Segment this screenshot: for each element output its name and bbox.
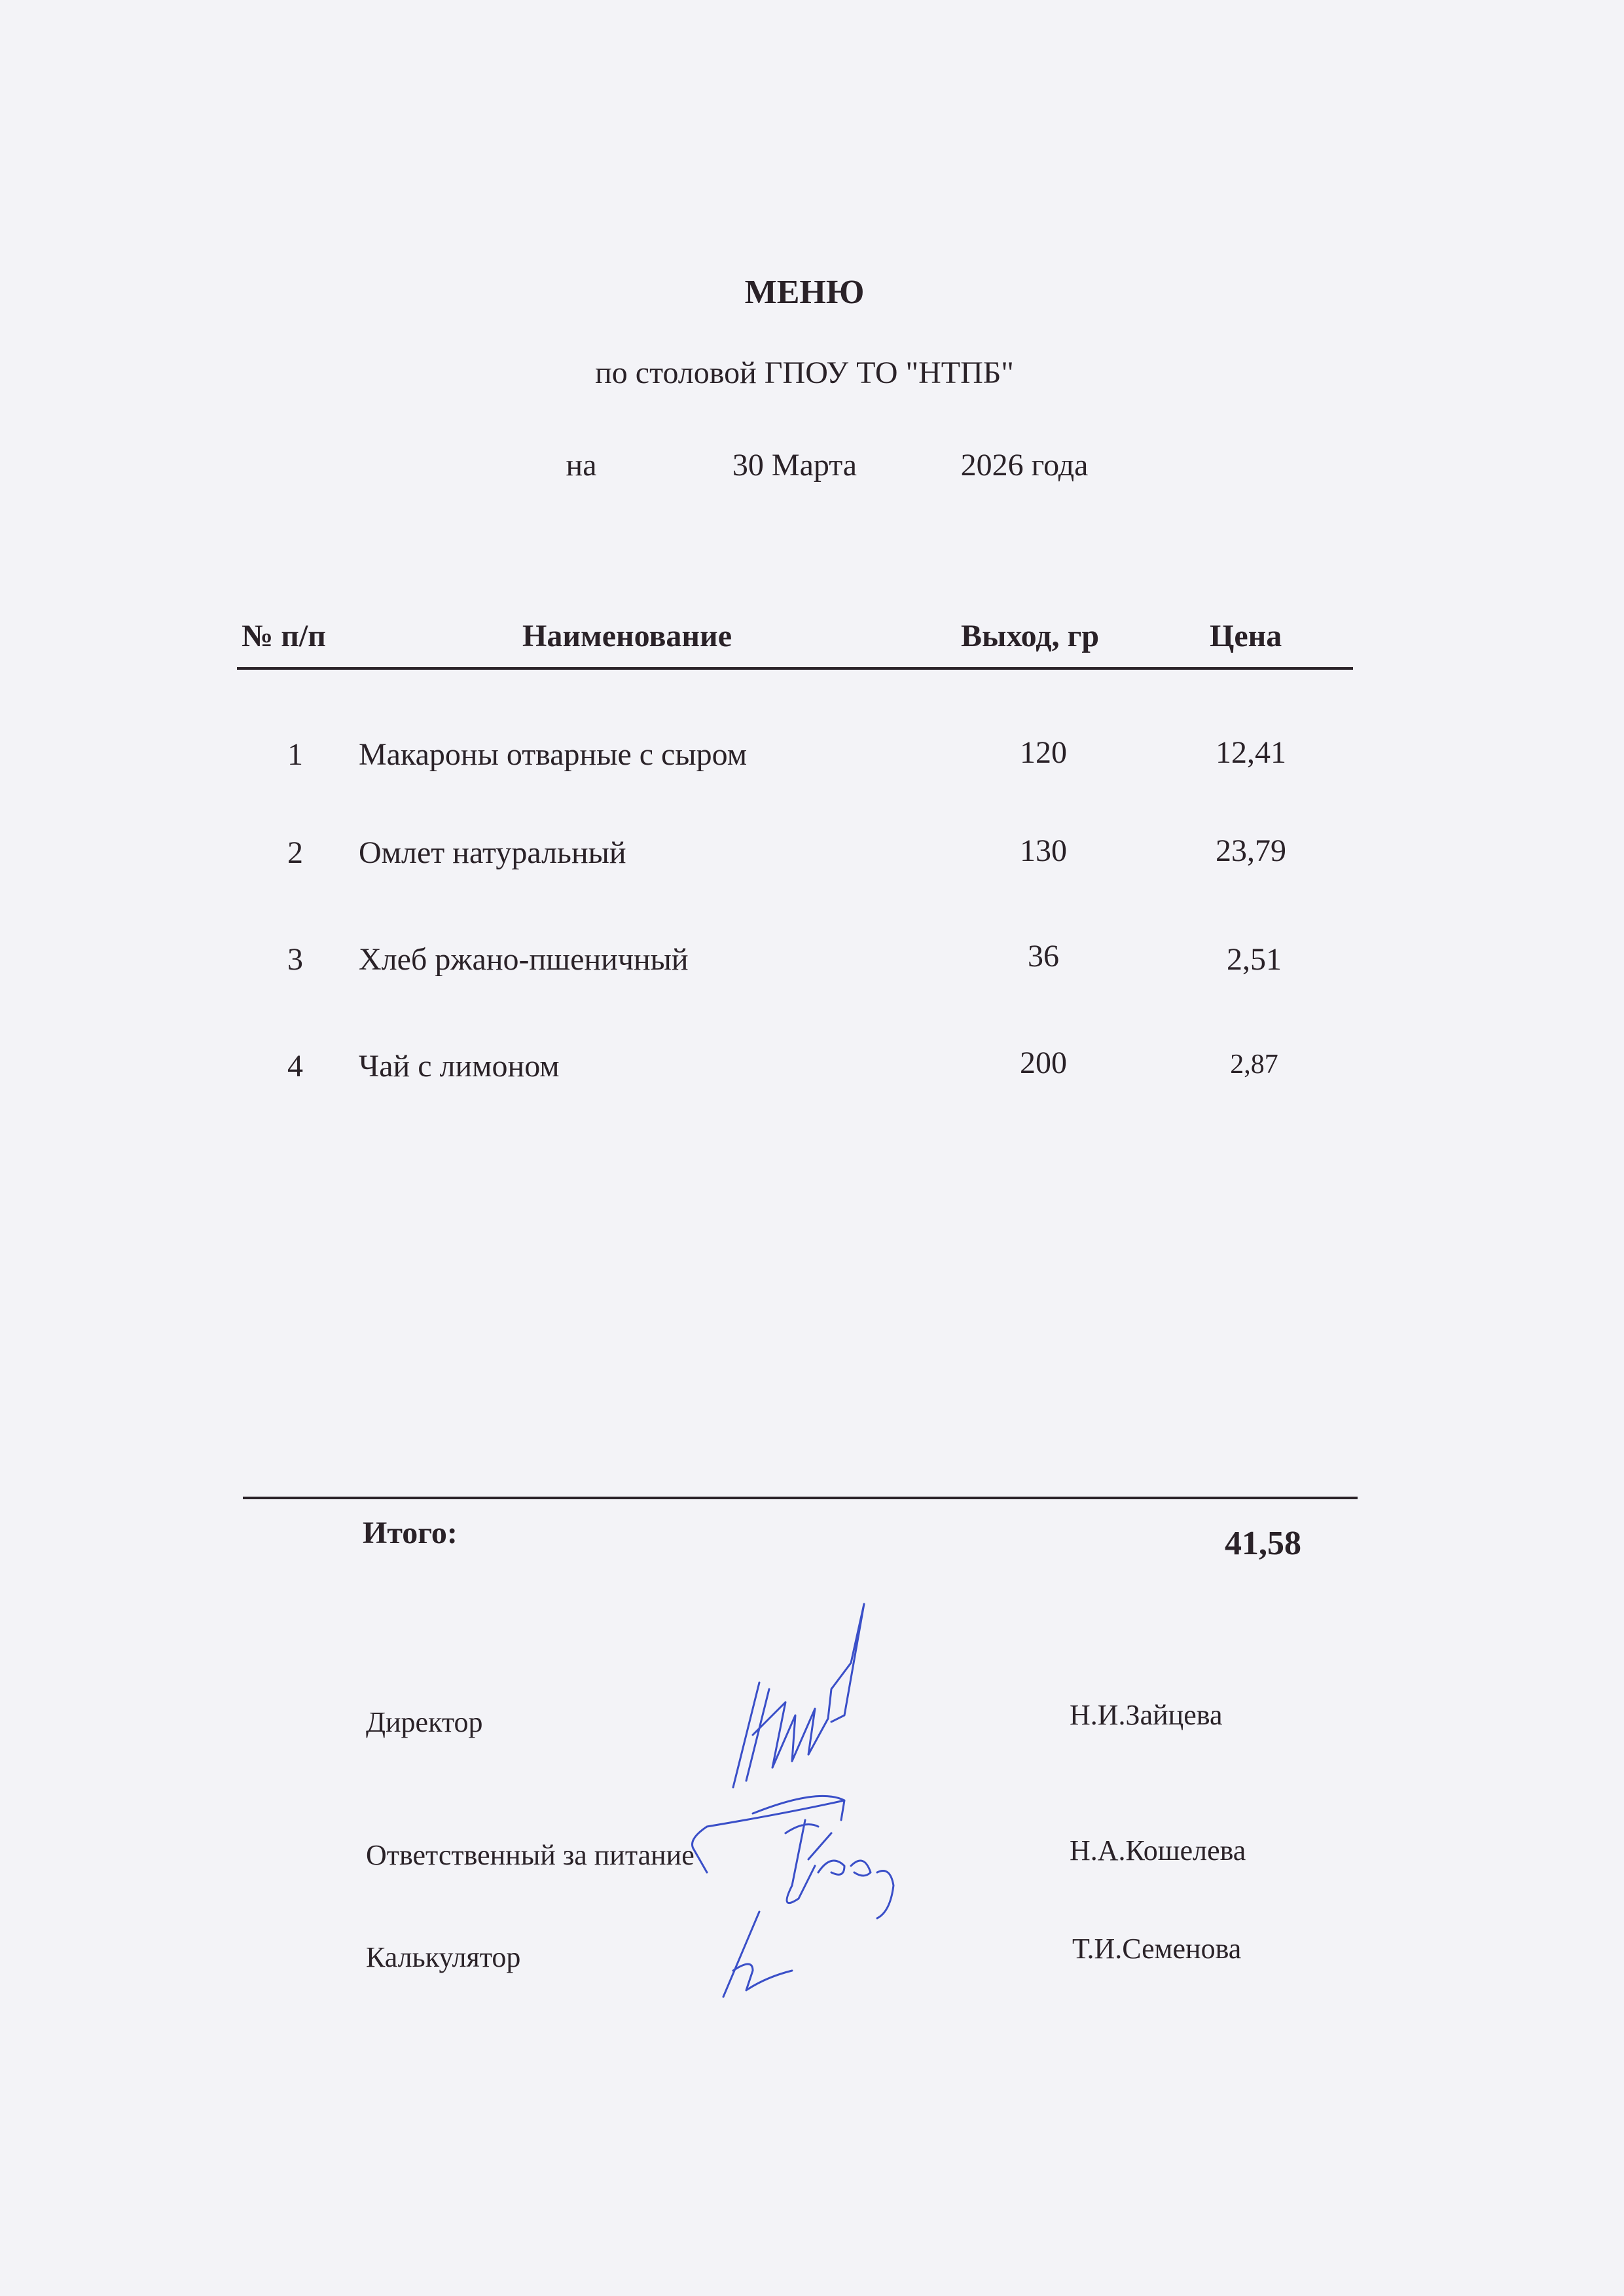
row-price: 2,87 <box>1230 1049 1278 1080</box>
date-day-month: 30 Марта <box>732 448 857 483</box>
column-header-number: № п/п <box>242 619 326 653</box>
signature-name-director: Н.И.Зайцева <box>1070 1699 1223 1731</box>
date-year: 2026 года <box>960 448 1089 483</box>
row-price: 12,41 <box>1216 735 1286 770</box>
director-signature <box>691 1603 865 1874</box>
row-name: Чай с лимоном <box>359 1049 560 1084</box>
signature-role-nutrition: Ответственный за питание <box>366 1839 695 1871</box>
signature-name-calculator: Т.И.Семенова <box>1072 1933 1242 1965</box>
row-number: 3 <box>287 942 303 977</box>
row-number: 2 <box>287 835 303 870</box>
row-weight: 130 <box>1020 833 1067 868</box>
column-header-weight: Выход, гр <box>961 619 1100 653</box>
total-divider <box>243 1497 1358 1499</box>
date-prefix: на <box>566 448 597 483</box>
column-header-price: Цена <box>1210 619 1282 653</box>
row-name: Хлеб ржано-пшеничный <box>359 942 689 977</box>
calculator-signature <box>722 1910 793 1998</box>
header-divider <box>237 667 1353 670</box>
subtitle: по столовой ГПОУ ТО "НТПБ" <box>595 355 1014 390</box>
row-name: Макароны отварные с сыром <box>359 737 748 772</box>
signature-role-calculator: Калькулятор <box>366 1941 521 1973</box>
page-title: МЕНЮ <box>744 274 865 311</box>
column-header-name: Наименование <box>522 619 732 653</box>
row-weight: 36 <box>1028 939 1059 974</box>
row-price: 2,51 <box>1227 942 1282 977</box>
row-price: 23,79 <box>1216 833 1286 868</box>
signature-role-director: Директор <box>366 1706 483 1738</box>
signature-name-nutrition: Н.А.Кошелева <box>1070 1834 1246 1867</box>
nutrition-signature <box>784 1819 895 1920</box>
row-name: Омлет натуральный <box>359 835 626 870</box>
row-weight: 120 <box>1020 735 1067 770</box>
row-number: 4 <box>287 1049 303 1084</box>
row-number: 1 <box>287 737 303 772</box>
total-label: Итого: <box>363 1516 458 1550</box>
row-weight: 200 <box>1020 1046 1067 1080</box>
total-value: 41,58 <box>1225 1525 1301 1562</box>
